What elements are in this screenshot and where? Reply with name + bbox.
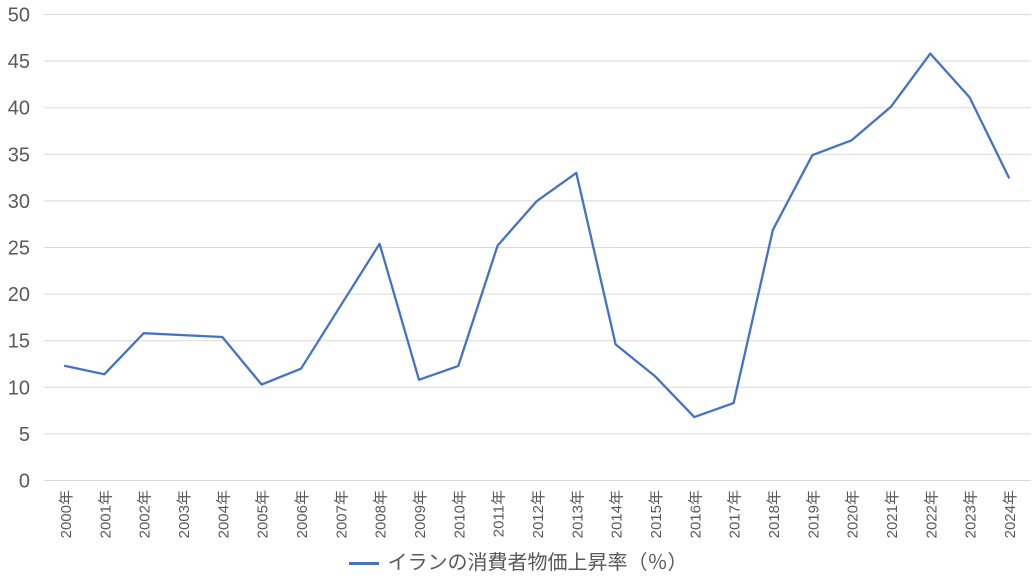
legend-label: イランの消費者物価上昇率（％） — [387, 552, 688, 574]
x-tick-label: 2008年 — [373, 490, 390, 538]
legend: イランの消費者物価上昇率（％） — [0, 543, 1036, 583]
y-tick-label: 40 — [8, 98, 30, 120]
plot-area: 0 5 10 15 20 25 30 35 40 45 50 2000年 2001年 2002年 2003年… — [8, 5, 1031, 538]
x-tick-label: 2011年 — [491, 490, 508, 537]
x-tick-label: 2019年 — [805, 490, 822, 538]
y-tick-label: 20 — [8, 284, 30, 306]
y-tick-label: 35 — [8, 144, 30, 166]
x-tick-label: 2005年 — [255, 490, 272, 538]
y-tick-label: 45 — [8, 51, 30, 73]
x-tick-label: 2007年 — [333, 490, 350, 538]
x-tick-label: 2013年 — [569, 490, 586, 538]
x-tick-label: 2012年 — [530, 490, 547, 538]
data-line — [63, 52, 1011, 419]
x-tick-label: 2004年 — [215, 490, 232, 538]
y-tick-label: 5 — [19, 424, 30, 446]
x-tick-label: 2010年 — [451, 490, 468, 538]
x-tick-label: 2009年 — [412, 490, 429, 538]
x-tick-label: 2015年 — [648, 490, 665, 538]
x-tick-label: 2023年 — [963, 490, 980, 538]
x-tick-label: 2018年 — [766, 490, 783, 538]
x-tick-label: 2006年 — [294, 490, 311, 538]
x-tick-label: 2024年 — [1002, 490, 1019, 538]
y-tick-label: 50 — [8, 5, 30, 27]
x-tick-label: 2003年 — [176, 490, 193, 538]
x-tick-label: 2001年 — [97, 490, 114, 538]
y-tick-label: 0 — [19, 471, 30, 493]
x-tick-label: 2017年 — [727, 490, 744, 538]
y-tick-label: 30 — [8, 191, 30, 213]
y-tick-label: 10 — [8, 377, 30, 399]
y-tick-label: 15 — [8, 331, 30, 353]
y-tick-label: 25 — [8, 238, 30, 260]
x-tick-label: 2002年 — [137, 490, 154, 538]
x-tick-label: 2022年 — [923, 490, 940, 538]
legend-line-marker — [348, 561, 379, 565]
x-tick-label: 2021年 — [884, 490, 901, 538]
x-tick-label: 2014年 — [609, 490, 626, 538]
x-tick-label: 2016年 — [687, 490, 704, 538]
x-tick-label: 2000年 — [58, 490, 75, 538]
x-tick-label: 2020年 — [845, 490, 862, 538]
